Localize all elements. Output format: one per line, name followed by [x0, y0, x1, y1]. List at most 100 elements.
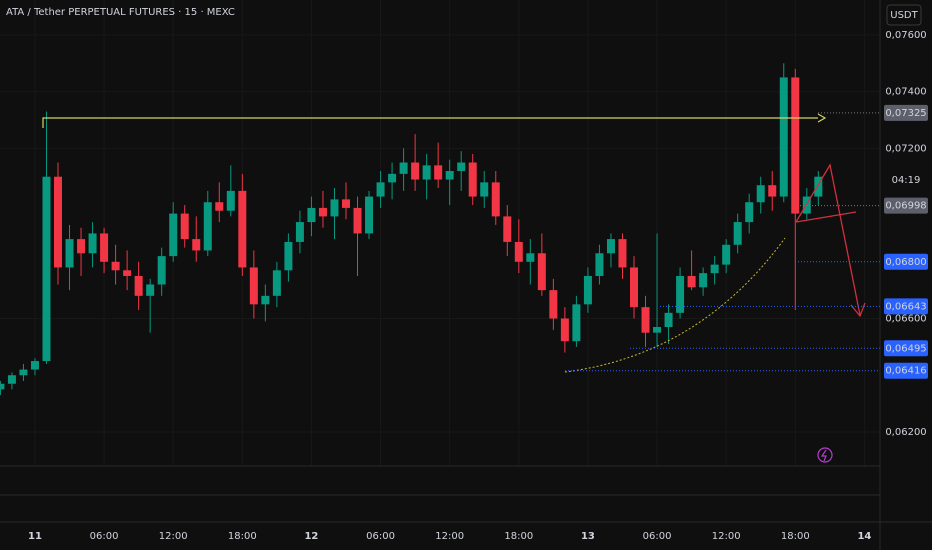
candle-body: [630, 267, 638, 308]
y-tick-label: 0,07600: [885, 30, 926, 41]
candle-body: [342, 199, 350, 208]
candle-body: [146, 284, 155, 296]
candle-body: [226, 190, 235, 211]
currency[interactable]: USDT: [890, 10, 918, 21]
candle-body: [365, 196, 374, 234]
candle-body: [791, 77, 800, 214]
x-tick-label: 12:00: [435, 531, 464, 542]
candle-body: [272, 270, 281, 296]
candle-body: [514, 241, 523, 262]
level-label-bg: [884, 197, 928, 214]
drawings: [42, 113, 866, 463]
candle-body: [468, 162, 477, 197]
candle-body: [399, 162, 408, 174]
price-axis: 0,07600 0,07400 0,07200 0,06600 0,06200: [885, 30, 926, 438]
level-label: 0,06998: [885, 201, 926, 212]
level-label-bg: [884, 340, 928, 357]
candle-body: [710, 264, 719, 274]
candle-body: [307, 207, 316, 223]
x-tick-label: 14: [857, 531, 871, 542]
candle-body: [503, 216, 512, 242]
candle-body: [30, 361, 39, 370]
candle-body: [376, 182, 385, 197]
candle-body: [779, 77, 788, 197]
x-tick-label: 06:00: [643, 531, 672, 542]
candle-body: [756, 185, 765, 203]
candle-body: [111, 261, 120, 271]
candle-body: [134, 275, 143, 296]
countdown: 04:19: [892, 175, 921, 186]
candle-body: [480, 182, 489, 197]
candle-body: [422, 165, 431, 180]
candle-body: [745, 202, 754, 223]
candle-body: [284, 241, 293, 271]
candle-body: [157, 256, 166, 285]
candle-body: [445, 171, 454, 180]
alert-bolt: [820, 449, 827, 462]
candle-body: [583, 275, 592, 305]
candle-body: [330, 199, 339, 217]
candle-body: [100, 233, 109, 262]
level-label-bg: [884, 104, 928, 121]
chart-title: ATA / Tether PERPETUAL FUTURES · 15 · ME…: [6, 7, 235, 18]
candle-body: [572, 304, 581, 342]
candle-body: [526, 253, 535, 262]
candle-body: [537, 253, 546, 291]
candle-body: [457, 162, 466, 172]
candle-body: [215, 202, 224, 211]
candle-body: [353, 207, 362, 234]
candle-body: [606, 239, 615, 254]
level-label: 0,06495: [885, 343, 926, 354]
level-label: 0,06416: [885, 366, 926, 377]
candle-body: [88, 233, 97, 254]
candle-body: [664, 312, 673, 328]
candle-body: [65, 239, 74, 268]
currency-button[interactable]: [886, 4, 922, 26]
candle-body: [318, 207, 327, 217]
candle-body: [180, 213, 189, 240]
candle-body: [733, 222, 742, 245]
candle-body: [7, 375, 16, 384]
x-tick-label: 18:00: [504, 531, 533, 542]
candle-body: [491, 182, 500, 217]
resistance-line: [42, 117, 818, 128]
candles: [0, 63, 823, 396]
candle-body: [19, 369, 28, 376]
candle-body: [699, 273, 708, 288]
candle-body: [295, 222, 304, 242]
candle-body: [77, 239, 86, 254]
candle-body: [676, 275, 685, 313]
candle-body: [42, 176, 51, 362]
candle-body: [618, 239, 627, 268]
trend-line: [795, 211, 857, 223]
y-tick-label: 0,06600: [885, 314, 926, 325]
level-label: 0,06643: [885, 301, 926, 312]
candle-body: [560, 318, 569, 342]
x-tick-label: 13: [581, 531, 595, 542]
y-tick-label: 0,07200: [885, 143, 926, 154]
candle-body: [687, 275, 696, 288]
y-tick-label: 0,07400: [885, 87, 926, 98]
candle-body: [192, 239, 201, 251]
projection-arrow: [795, 163, 861, 316]
arrow-head: [817, 113, 827, 123]
candle-body: [411, 162, 420, 180]
candle-body: [722, 244, 731, 265]
candle-body: [641, 307, 650, 333]
candle-body: [549, 290, 558, 319]
level-label: 0,07325: [885, 108, 926, 119]
level-label-bg: [884, 298, 928, 315]
price-levels: 0,07325 0,06998 0,06800 0,06643 0,06495 0,064…: [565, 104, 928, 379]
x-tick-label: 12:00: [159, 531, 188, 542]
curve: [564, 237, 786, 373]
candle-body: [249, 267, 258, 305]
candle-body: [54, 176, 62, 268]
x-tick-label: 12: [304, 531, 318, 542]
alert-icon[interactable]: [817, 447, 833, 463]
level-label-bg: [884, 362, 928, 379]
x-tick-label: 18:00: [781, 531, 810, 542]
candle-body: [203, 202, 212, 251]
x-tick-label: 11: [28, 531, 42, 542]
candle-body: [261, 295, 270, 305]
